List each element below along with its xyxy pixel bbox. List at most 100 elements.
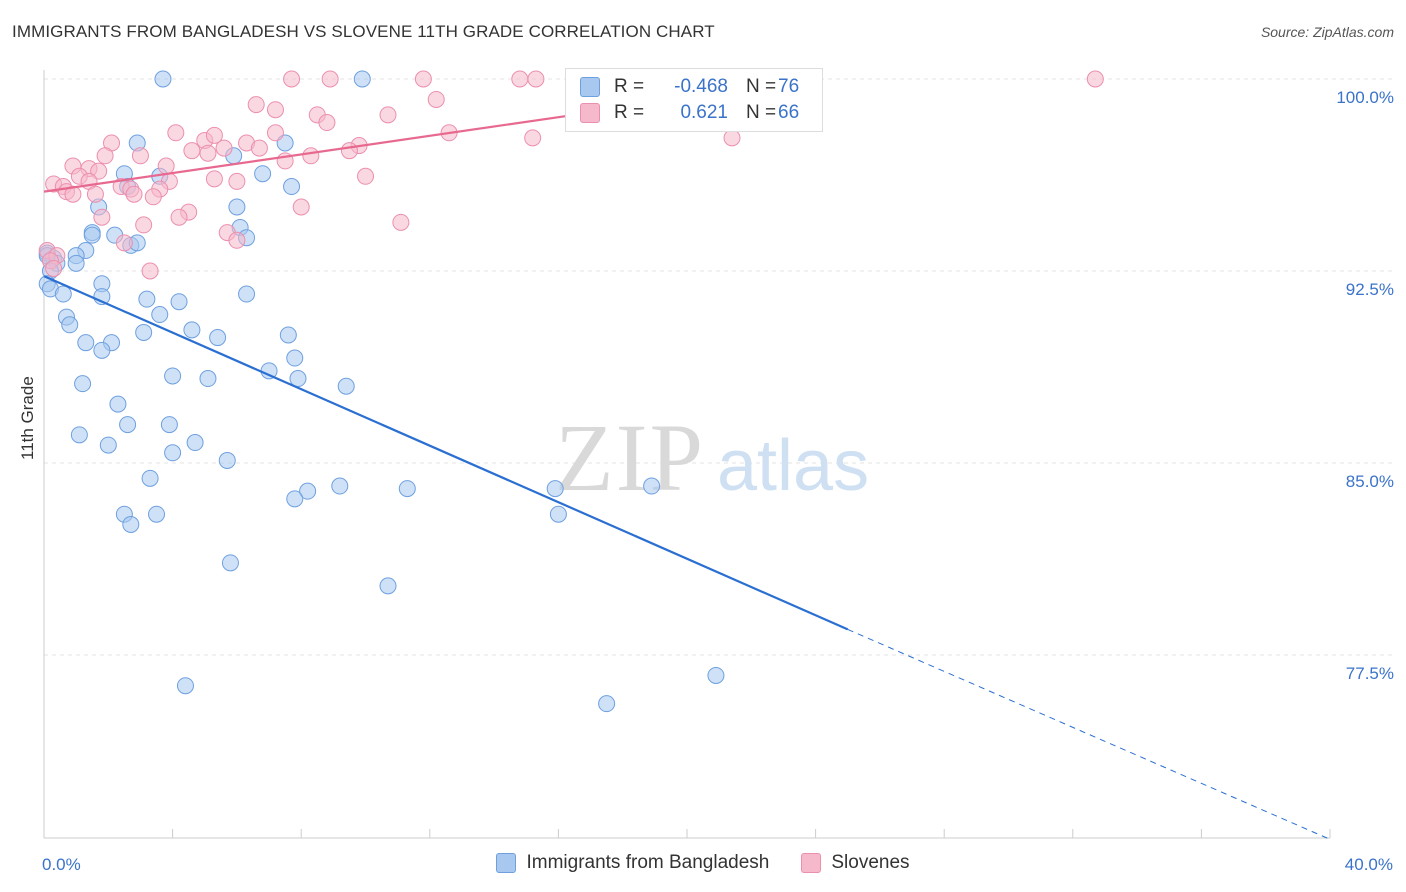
watermark-zip: ZIP (555, 404, 705, 511)
point-bangladesh (148, 505, 166, 523)
point-bangladesh (289, 370, 307, 388)
point-slovenes (723, 129, 741, 147)
point-bangladesh (99, 436, 117, 454)
stats-n-label: N = (746, 76, 777, 97)
point-slovenes (135, 216, 153, 234)
point-slovenes (524, 129, 542, 147)
point-bangladesh (61, 316, 79, 334)
point-bangladesh (74, 375, 92, 393)
legend-swatch-pink (801, 853, 822, 873)
legend-item-slovenes[interactable]: Slovenes (801, 852, 910, 874)
point-bangladesh (337, 377, 355, 395)
point-slovenes (266, 124, 284, 142)
point-bangladesh (279, 326, 297, 344)
point-bangladesh (199, 370, 217, 388)
point-slovenes (283, 70, 301, 88)
y-tick-label: 92.5% (1346, 280, 1394, 299)
point-slovenes (205, 170, 223, 188)
point-bangladesh (176, 677, 194, 695)
point-slovenes (357, 167, 374, 185)
point-bangladesh (183, 321, 201, 339)
point-bangladesh (186, 434, 204, 452)
trendline-bangladesh (43, 275, 849, 631)
stats-swatch-blue (580, 77, 600, 97)
series-legend: Immigrants from Bangladesh Slovenes (0, 852, 1406, 874)
point-bangladesh (283, 178, 301, 196)
point-slovenes (86, 185, 104, 203)
trendline-bangladesh-extrapolated (847, 628, 1331, 840)
point-bangladesh (70, 426, 88, 444)
point-slovenes (157, 157, 175, 175)
point-bangladesh (546, 480, 564, 498)
point-bangladesh (154, 70, 172, 88)
point-slovenes (379, 106, 397, 124)
point-bangladesh (122, 515, 140, 533)
point-bangladesh (254, 165, 272, 183)
point-slovenes (427, 90, 445, 108)
point-bangladesh (164, 444, 182, 462)
chart-title: IMMIGRANTS FROM BANGLADESH VS SLOVENE 11… (12, 22, 715, 41)
point-bangladesh (643, 477, 661, 495)
chart-source: Source: ZipAtlas.com (1260, 24, 1394, 40)
point-slovenes (1086, 70, 1104, 88)
point-slovenes (414, 70, 432, 88)
point-slovenes (205, 126, 223, 144)
point-slovenes (318, 114, 336, 132)
point-bangladesh (707, 666, 725, 684)
point-bangladesh (238, 285, 256, 303)
point-bangladesh (160, 416, 178, 434)
point-slovenes (93, 208, 111, 226)
point-bangladesh (286, 490, 304, 508)
stats-row-pink: R = 0.621 N = 66 (580, 101, 799, 125)
point-bangladesh (138, 290, 156, 308)
point-slovenes (115, 234, 133, 252)
point-slovenes (215, 139, 233, 157)
point-bangladesh (67, 254, 85, 272)
legend-label: Immigrants from Bangladesh (526, 852, 770, 873)
point-bangladesh (379, 577, 397, 595)
stats-r-label: R = (614, 76, 645, 97)
x-tick-label: 40.0% (1345, 855, 1393, 874)
point-slovenes (292, 198, 310, 216)
point-slovenes (340, 142, 358, 160)
point-slovenes (141, 262, 159, 280)
point-bangladesh (170, 293, 188, 311)
point-slovenes (228, 231, 246, 249)
stats-r-value: 0.621 (675, 102, 728, 123)
stats-n-value: 66 (778, 102, 800, 123)
point-bangladesh (119, 416, 137, 434)
point-slovenes (167, 124, 185, 142)
stats-swatch-pink (580, 103, 600, 123)
point-bangladesh (218, 451, 236, 469)
point-bangladesh (93, 341, 111, 359)
point-bangladesh (209, 329, 227, 347)
point-slovenes (125, 185, 143, 203)
point-bangladesh (83, 226, 101, 244)
point-slovenes (511, 70, 529, 88)
legend-label: Slovenes (831, 852, 910, 873)
point-bangladesh (151, 306, 169, 324)
point-slovenes (144, 188, 162, 206)
y-tick-label: 100.0% (1336, 88, 1394, 107)
point-slovenes (302, 147, 320, 165)
point-bangladesh (109, 395, 127, 413)
point-slovenes (527, 70, 545, 88)
point-bangladesh (353, 70, 371, 88)
stats-r-label: R = (614, 102, 645, 123)
point-bangladesh (286, 349, 304, 367)
x-tick-label: 0.0% (42, 855, 81, 874)
point-bangladesh (398, 480, 416, 498)
legend-swatch-blue (496, 853, 517, 873)
point-slovenes (228, 172, 246, 190)
legend-item-bangladesh[interactable]: Immigrants from Bangladesh (496, 852, 769, 874)
stats-row-blue: R = -0.468 N = 76 (580, 75, 799, 99)
point-slovenes (247, 96, 265, 114)
point-bangladesh (549, 505, 567, 523)
point-slovenes (321, 70, 339, 88)
point-slovenes (199, 144, 217, 162)
point-slovenes (183, 142, 201, 160)
point-slovenes (96, 147, 114, 165)
point-bangladesh (331, 477, 349, 495)
point-bangladesh (598, 695, 616, 713)
